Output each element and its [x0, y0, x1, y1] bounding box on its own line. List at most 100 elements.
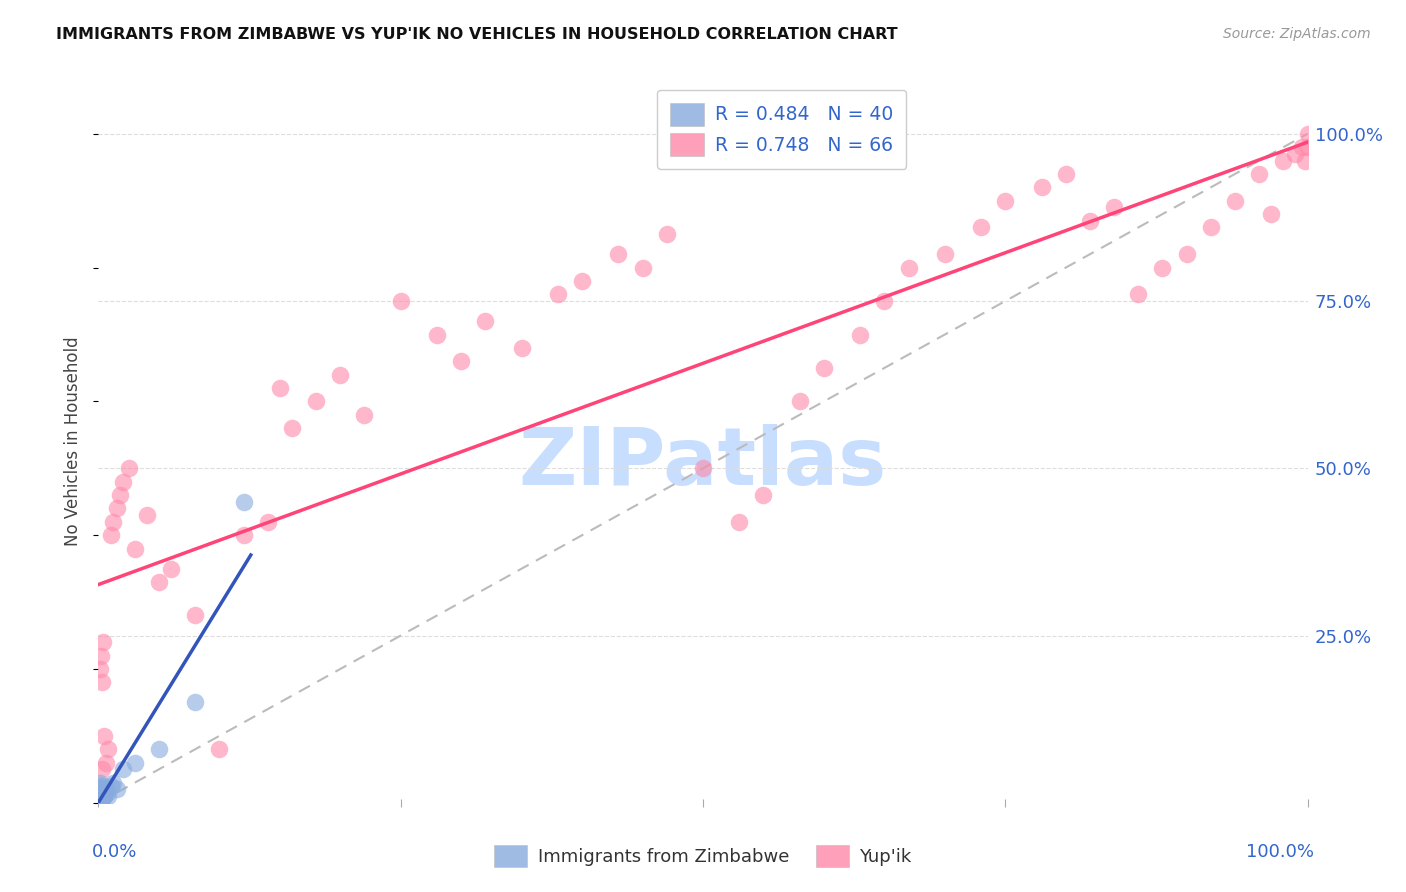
Point [148, 575, 170, 590]
Point [91, 788, 114, 802]
Point [90, 779, 112, 793]
Point [1291, 140, 1313, 154]
Point [124, 541, 146, 556]
Text: 0.0%: 0.0% [93, 843, 138, 861]
Point [849, 327, 872, 342]
Point [631, 260, 654, 275]
Point [94, 756, 117, 770]
Point [90, 786, 112, 800]
Point [97, 742, 120, 756]
Point [96, 786, 118, 800]
Point [353, 408, 375, 422]
Point [89, 781, 111, 796]
Point [124, 756, 146, 770]
Point [426, 327, 449, 342]
Point [91, 784, 114, 798]
Point [256, 515, 278, 529]
Point [135, 508, 157, 523]
Point [111, 475, 134, 489]
Point [89, 790, 111, 805]
Point [91, 635, 114, 649]
Point [91, 786, 114, 800]
Point [91, 675, 114, 690]
Point [100, 528, 122, 542]
Point [1272, 153, 1295, 168]
Point [93, 789, 115, 804]
Point [450, 354, 472, 368]
Point [1152, 260, 1174, 275]
Point [1102, 201, 1125, 215]
Point [1031, 180, 1053, 194]
Point [94, 782, 117, 797]
Point [934, 247, 956, 261]
Point [108, 488, 131, 502]
Point [269, 381, 291, 395]
Point [655, 227, 678, 242]
Point [93, 782, 115, 797]
Point [1296, 140, 1319, 154]
Text: 100.0%: 100.0% [1246, 843, 1313, 861]
Point [1223, 194, 1246, 208]
Point [89, 782, 111, 797]
Point [118, 461, 141, 475]
Point [100, 779, 122, 793]
Point [90, 791, 112, 805]
Point [1284, 147, 1306, 161]
Point [1249, 167, 1271, 181]
Point [1260, 207, 1282, 221]
Point [1175, 247, 1198, 261]
Point [105, 782, 128, 797]
Point [1078, 214, 1101, 228]
Point [813, 361, 835, 376]
Point [89, 786, 111, 800]
Point [1128, 287, 1150, 301]
Point [90, 782, 112, 797]
Point [91, 789, 114, 804]
Point [91, 779, 114, 793]
Point [389, 294, 412, 309]
Point [208, 742, 231, 756]
Point [692, 461, 714, 475]
Point [329, 368, 352, 382]
Point [184, 696, 207, 710]
Point [90, 648, 112, 663]
Point [111, 762, 134, 776]
Point [970, 220, 993, 235]
Point [789, 394, 811, 409]
Point [90, 790, 112, 805]
Point [873, 294, 896, 309]
Legend: Immigrants from Zimbabwe, Yup'ik: Immigrants from Zimbabwe, Yup'ik [486, 838, 920, 874]
Point [607, 247, 630, 261]
Point [97, 789, 120, 804]
Point [148, 742, 170, 756]
Point [547, 287, 569, 301]
Point [89, 792, 111, 806]
Point [752, 488, 775, 502]
Point [89, 794, 111, 808]
Point [93, 729, 115, 743]
Y-axis label: No Vehicles in Household: No Vehicles in Household [65, 336, 83, 547]
Point [101, 776, 124, 790]
Point [89, 662, 111, 676]
Point [93, 789, 115, 804]
Text: Source: ZipAtlas.com: Source: ZipAtlas.com [1223, 27, 1371, 41]
Point [510, 341, 533, 355]
Point [305, 394, 328, 409]
Point [101, 515, 124, 529]
Point [1294, 153, 1316, 168]
Point [91, 792, 114, 806]
Point [91, 786, 114, 800]
Point [91, 788, 114, 802]
Point [232, 494, 254, 508]
Point [571, 274, 593, 288]
Point [105, 501, 128, 516]
Point [91, 789, 114, 804]
Point [89, 776, 111, 790]
Point [1199, 220, 1222, 235]
Point [474, 314, 496, 328]
Point [994, 194, 1017, 208]
Point [91, 762, 114, 776]
Text: ZIPatlas: ZIPatlas [519, 425, 887, 502]
Point [91, 790, 114, 805]
Point [91, 792, 114, 806]
